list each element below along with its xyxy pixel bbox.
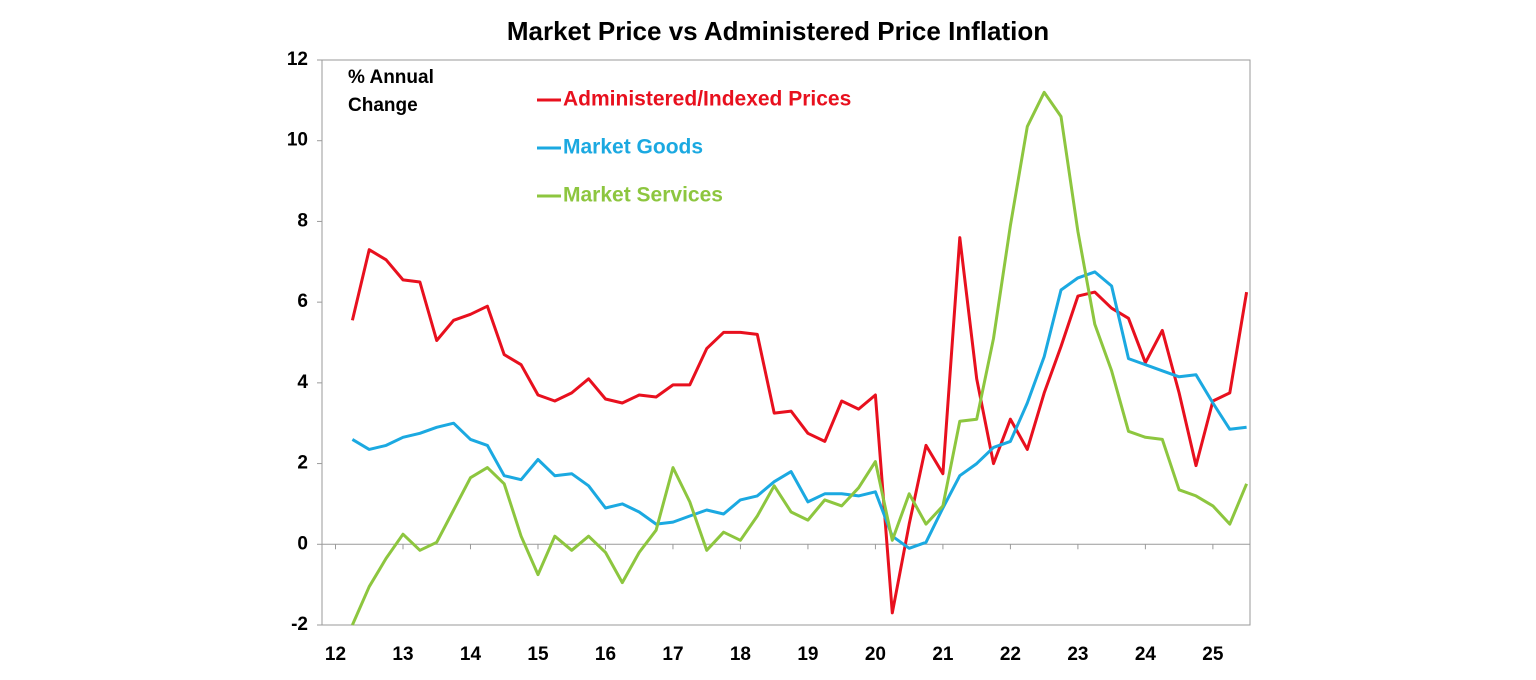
legend-label: Market Services (563, 184, 723, 207)
x-tick-label: 24 (1135, 644, 1157, 665)
series-line (350, 236, 1249, 615)
x-tick-label: 18 (730, 644, 751, 665)
y-tick-label: 2 (297, 453, 308, 474)
series-line (351, 270, 1247, 550)
y-tick-label: 10 (287, 130, 308, 151)
x-tick-label: 21 (932, 644, 954, 665)
plot-frame (321, 59, 1251, 626)
chart-title: Market Price vs Administered Price Infla… (507, 16, 1049, 46)
series-line (351, 90, 1248, 626)
y-tick-label: 4 (297, 372, 308, 393)
x-tick-label: 17 (662, 644, 683, 665)
y-tick-label: 12 (287, 49, 308, 70)
x-tick-label: 19 (797, 644, 818, 665)
x-tick-label: 20 (865, 644, 886, 665)
x-tick-label: 23 (1067, 644, 1088, 665)
x-tick-label: 13 (392, 644, 413, 665)
x-tick-label: 22 (1000, 644, 1021, 665)
legend-label: Market Goods (563, 136, 703, 159)
y-tick-label: 8 (297, 210, 308, 231)
x-tick-label: 25 (1202, 644, 1224, 665)
y-tick-label: 6 (297, 291, 308, 312)
x-tick-label: 15 (527, 644, 549, 665)
x-tick-label: 14 (460, 644, 482, 665)
legend-label: Administered/Indexed Prices (563, 88, 851, 111)
y-axis-label: Change (348, 95, 418, 116)
x-tick-label: 16 (595, 644, 616, 665)
y-tick-label: -2 (291, 614, 308, 635)
x-tick-label: 12 (325, 644, 346, 665)
y-axis-label: % Annual (348, 67, 434, 88)
y-tick-label: 0 (297, 533, 308, 554)
